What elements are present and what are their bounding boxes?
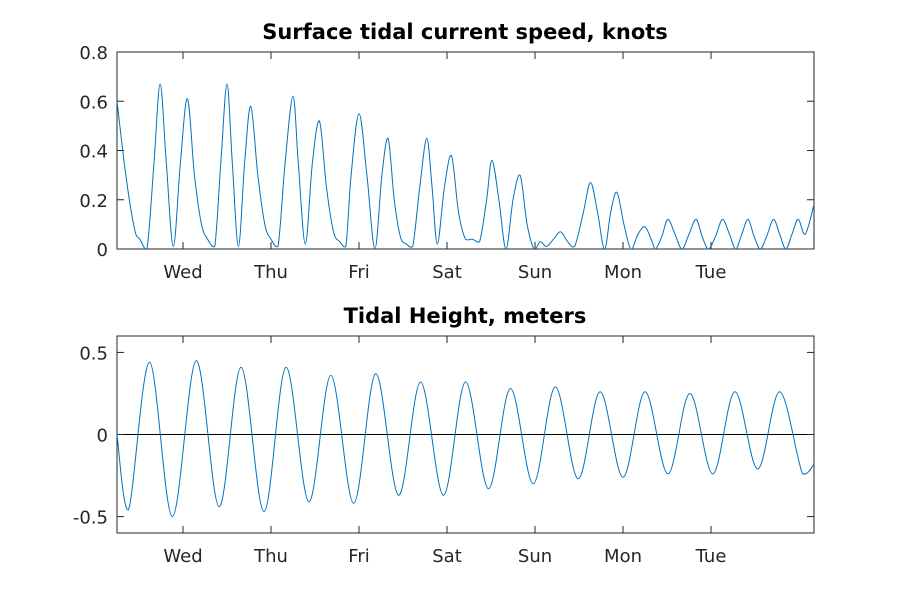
chart-title: Surface tidal current speed, knots <box>262 20 668 44</box>
y-tick-label: 0.5 <box>79 343 108 364</box>
chart-title: Tidal Height, meters <box>344 304 587 328</box>
x-tick-label: Tue <box>695 546 727 567</box>
axis-ticks <box>117 51 814 250</box>
speed-series-line <box>116 83 815 250</box>
y-tick-label: 0 <box>97 426 108 447</box>
x-tick-label: Wed <box>163 262 202 283</box>
axis-tick-labels: Wed Thu Fri Sat Sun Mon Tue -0.5 0 0.5 <box>73 343 727 567</box>
x-tick-label: Thu <box>253 546 288 567</box>
axis-tick-labels: Wed Thu Fri Sat Sun Mon Tue 0 0.2 0.4 0.6 0.8 <box>79 43 726 283</box>
tidal-height-chart: Tidal Height, meters Wed Thu Fri Sat Sun Mon T… <box>73 304 815 567</box>
x-tick-label: Fri <box>348 546 369 567</box>
x-tick-label: Thu <box>253 262 288 283</box>
y-tick-label: 0.8 <box>79 43 108 64</box>
x-tick-label: Wed <box>163 546 202 567</box>
current-speed-chart: Surface tidal current speed, knots Wed Th… <box>79 20 815 283</box>
y-tick-label: 0 <box>97 240 108 261</box>
axis-ticks <box>117 336 814 533</box>
x-tick-label: Sat <box>432 262 462 283</box>
x-tick-label: Mon <box>604 546 642 567</box>
x-tick-label: Sun <box>518 262 552 283</box>
y-tick-label: 0.2 <box>79 191 108 212</box>
y-tick-label: 0.6 <box>79 92 108 113</box>
x-tick-label: Mon <box>604 262 642 283</box>
plot-area <box>116 51 815 250</box>
x-tick-label: Tue <box>695 262 727 283</box>
y-tick-label: 0.4 <box>79 142 108 163</box>
x-tick-label: Sat <box>432 546 462 567</box>
height-series-line <box>116 360 815 518</box>
x-tick-label: Sun <box>518 546 552 567</box>
x-tick-label: Fri <box>348 262 369 283</box>
y-tick-label: -0.5 <box>73 508 108 529</box>
